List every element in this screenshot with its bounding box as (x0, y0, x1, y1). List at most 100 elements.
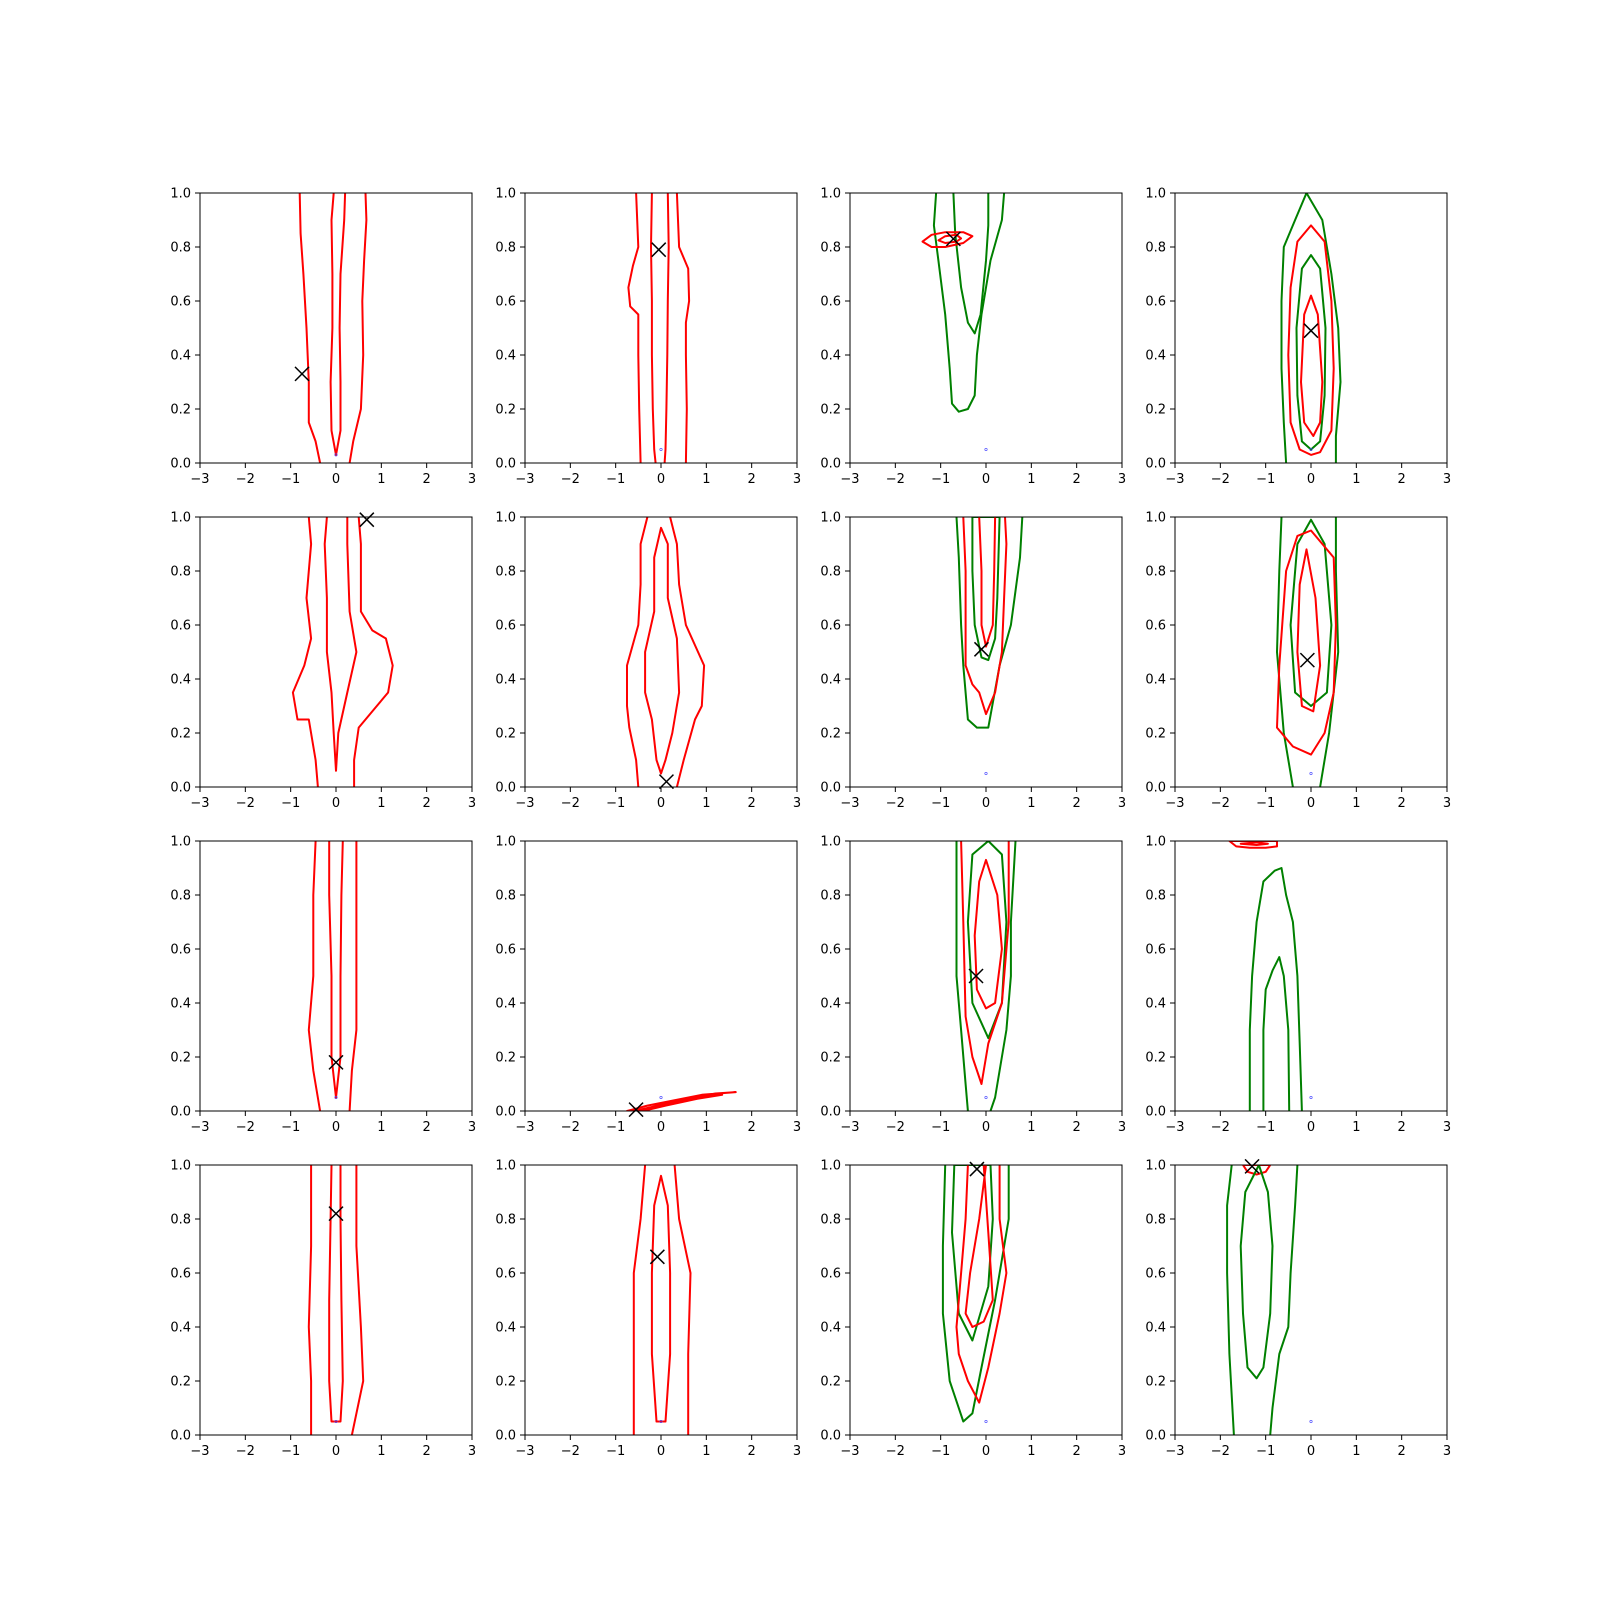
x-tick-label: 0 (982, 1444, 990, 1459)
x-tick-label: −3 (840, 1444, 859, 1459)
subplot-2-1: −3 −2 −1 0 1 2 3 0.0 0.2 0.4 0.6 0.8 1.0 (170, 511, 476, 812)
green-contour-line (952, 193, 990, 335)
y-tick-label: 0.2 (170, 727, 191, 742)
x-tick-label: −1 (1256, 1120, 1275, 1135)
red-contour-line (644, 526, 681, 775)
red-contour-line (1296, 548, 1322, 713)
green-contour-line (1295, 254, 1327, 451)
y-tick-label: 1.0 (170, 187, 191, 202)
x-tick-label: 0 (1307, 796, 1315, 811)
y-tick-label: 0.0 (820, 457, 841, 472)
red-contour-line (291, 517, 319, 787)
y-tick-label: 0.4 (1145, 349, 1166, 364)
x-tick-label: −1 (281, 472, 300, 487)
plot-area (1226, 1165, 1313, 1435)
y-tick-label: 0.0 (1145, 1429, 1166, 1444)
y-tick-label: 0.2 (820, 403, 841, 418)
red-contour-line (353, 517, 394, 787)
y-tick-label: 0.8 (495, 565, 516, 580)
x-tick-label: −2 (561, 796, 580, 811)
y-tick-label: 0.2 (820, 1375, 841, 1390)
sample-dot (659, 1096, 663, 1100)
red-contour-line (937, 233, 963, 244)
red-contour-line (921, 231, 974, 248)
y-tick-label: 0.6 (495, 943, 516, 958)
y-tick-label: 1.0 (170, 1159, 191, 1174)
plot-area (1228, 841, 1313, 1111)
red-contour-line (635, 1093, 724, 1111)
subplot-4-4: −3 −2 −1 0 1 2 3 0.0 0.2 0.4 0.6 0.8 1.0 (1145, 1159, 1451, 1460)
red-contour-line (962, 517, 1008, 716)
x-tick-label: 3 (1118, 472, 1126, 487)
axes-frame (524, 192, 798, 464)
x-tick-label: −1 (606, 796, 625, 811)
axes-frame (524, 840, 798, 1112)
x-tick-label: 0 (1307, 1444, 1315, 1459)
x-tick-label: 3 (793, 472, 801, 487)
y-tick-label: 0.8 (495, 1213, 516, 1228)
y-tick-label: 0.6 (1145, 943, 1166, 958)
x-tick-label: 3 (793, 1120, 801, 1135)
axes-frame (1174, 1164, 1448, 1436)
y-tick-label: 0.4 (820, 1321, 841, 1336)
axes-frame (1174, 516, 1448, 788)
x-tick-label: 2 (748, 796, 756, 811)
x-tick-label: 0 (982, 796, 990, 811)
x-tick-label: −3 (840, 796, 859, 811)
y-tick-label: 0.4 (170, 1321, 191, 1336)
y-tick-label: 0.4 (495, 349, 516, 364)
x-tick-label: −2 (236, 472, 255, 487)
green-contour-line (1289, 518, 1333, 707)
red-contour-line (1228, 841, 1278, 849)
x-marker (649, 1249, 665, 1265)
sample-dot (334, 1096, 338, 1100)
red-contour-line (1239, 841, 1269, 846)
x-tick-label: 3 (793, 796, 801, 811)
subplot-3-1: −3 −2 −1 0 1 2 3 0.0 0.2 0.4 0.6 0.8 1.0 (170, 835, 476, 1136)
axes-frame (849, 516, 1123, 788)
x-tick-label: 0 (982, 472, 990, 487)
green-contour-line (1276, 517, 1294, 787)
red-contour-line (964, 1165, 994, 1328)
plot-area (291, 517, 394, 787)
y-tick-label: 0.2 (1145, 403, 1166, 418)
x-tick-label: −1 (281, 1120, 300, 1135)
sample-dot (1309, 1096, 1313, 1100)
subplot-1-2: −3 −2 −1 0 1 2 3 0.0 0.2 0.4 0.6 0.8 1.0 (495, 187, 801, 488)
x-tick-label: 3 (1118, 1120, 1126, 1135)
x-marker (1244, 1158, 1260, 1174)
y-tick-label: 0.8 (170, 565, 191, 580)
green-contour-line (989, 841, 1017, 1111)
x-tick-label: −2 (236, 796, 255, 811)
x-tick-label: −1 (931, 472, 950, 487)
red-contour-line (307, 1165, 313, 1435)
x-marker (1303, 323, 1319, 339)
y-tick-label: 1.0 (820, 835, 841, 850)
x-tick-label: 2 (748, 1120, 756, 1135)
x-marker (651, 242, 667, 258)
x-marker (658, 774, 674, 790)
y-tick-label: 0.0 (170, 1105, 191, 1120)
x-tick-label: −2 (886, 472, 905, 487)
y-tick-label: 1.0 (495, 835, 516, 850)
x-tick-label: 0 (657, 796, 665, 811)
red-contour-line (973, 858, 1003, 1010)
green-contour-line (1262, 956, 1291, 1111)
green-contour-line (1226, 1165, 1235, 1435)
y-tick-label: 0.8 (170, 889, 191, 904)
subplot-2-4: −3 −2 −1 0 1 2 3 0.0 0.2 0.4 0.6 0.8 1.0 (1145, 511, 1451, 812)
x-tick-label: −3 (515, 1444, 534, 1459)
x-tick-label: 0 (982, 1120, 990, 1135)
y-tick-label: 0.6 (1145, 295, 1166, 310)
x-tick-label: 1 (377, 1444, 385, 1459)
plot-area (298, 193, 368, 463)
sample-dot (659, 447, 663, 451)
x-marker (359, 512, 375, 528)
y-tick-label: 0.4 (495, 997, 516, 1012)
x-tick-label: −2 (886, 796, 905, 811)
x-tick-label: −3 (1165, 472, 1184, 487)
y-tick-label: 0.4 (1145, 673, 1166, 688)
x-marker (945, 231, 961, 247)
x-tick-label: 0 (1307, 472, 1315, 487)
y-tick-label: 0.2 (1145, 1051, 1166, 1066)
